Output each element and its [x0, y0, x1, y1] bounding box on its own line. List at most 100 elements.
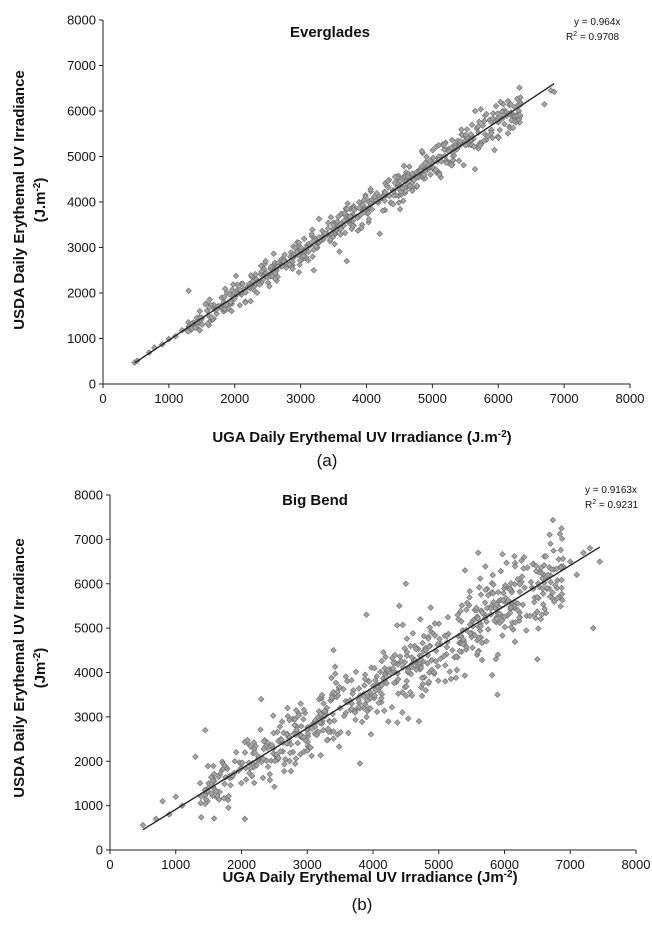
- data-point: [434, 663, 442, 670]
- data-point: [375, 699, 382, 707]
- data-point: [489, 134, 496, 142]
- data-point: [554, 594, 561, 602]
- data-point: [330, 728, 337, 735]
- data-point: [210, 762, 217, 770]
- data-point: [373, 708, 381, 715]
- data-point: [557, 546, 564, 554]
- y-tick-label: 5000: [74, 621, 103, 636]
- y-axis-label-line1: USDA Daily Erythemal UV Irradiance: [11, 538, 28, 798]
- data-point: [327, 213, 335, 221]
- r-squared-label: R2 = 0.9231: [585, 499, 639, 511]
- data-point: [196, 307, 204, 315]
- data-point: [406, 163, 413, 170]
- data-point: [294, 739, 301, 747]
- data-point: [539, 601, 547, 608]
- data-point: [471, 631, 478, 639]
- data-point: [360, 693, 368, 700]
- data-point: [323, 737, 331, 744]
- data-point: [355, 198, 363, 206]
- data-point: [488, 671, 496, 679]
- data-point: [399, 621, 407, 629]
- data-point: [539, 590, 547, 597]
- data-point: [500, 589, 507, 597]
- data-point: [443, 632, 451, 640]
- data-point: [349, 222, 357, 230]
- data-point: [462, 131, 469, 139]
- data-point: [352, 716, 359, 723]
- data-point: [514, 600, 522, 607]
- data-point: [408, 663, 416, 671]
- data-point: [494, 691, 501, 699]
- data-point: [468, 121, 476, 129]
- data-point: [429, 147, 436, 154]
- data-point: [389, 664, 397, 672]
- data-point: [435, 677, 442, 684]
- x-axis-label: UGA Daily Erythemal UV Irradiance (J.m-2…: [212, 429, 511, 446]
- data-point: [406, 182, 414, 190]
- data-point: [471, 107, 479, 115]
- x-tick-label: 1000: [154, 391, 183, 406]
- data-point: [358, 224, 365, 232]
- data-point: [532, 562, 540, 570]
- data-point: [427, 604, 434, 611]
- data-point: [197, 813, 205, 821]
- data-point: [284, 704, 291, 712]
- data-point: [455, 157, 463, 165]
- data-point: [552, 581, 559, 589]
- data-point: [264, 763, 272, 771]
- data-point: [518, 557, 525, 564]
- x-tick-label: 0: [106, 857, 113, 872]
- data-point: [590, 624, 597, 632]
- data-point: [343, 257, 350, 265]
- data-point: [310, 267, 318, 274]
- data-point: [372, 687, 379, 694]
- data-point: [473, 604, 480, 612]
- data-point: [384, 177, 392, 185]
- data-point: [221, 293, 228, 301]
- data-point: [508, 116, 515, 124]
- data-point: [309, 226, 316, 233]
- scatter-panel-a: Everglades y = 0.964x R2 = 0.9708 0 1000 2…: [11, 13, 644, 471]
- data-point: [276, 723, 284, 730]
- data-point: [244, 736, 251, 744]
- data-point: [449, 157, 457, 164]
- data-point: [260, 755, 267, 762]
- y-tick-label: 0: [89, 377, 96, 392]
- data-point: [505, 597, 512, 604]
- data-point: [400, 162, 408, 170]
- plot-area: [102, 20, 630, 385]
- data-point: [580, 549, 587, 556]
- data-point: [426, 157, 434, 165]
- data-point: [520, 565, 527, 572]
- data-point: [295, 269, 303, 276]
- data-point: [596, 558, 604, 565]
- data-point: [415, 718, 423, 725]
- data-point: [262, 257, 269, 265]
- data-point: [533, 608, 541, 615]
- data-point: [371, 692, 379, 699]
- data-point: [511, 559, 519, 567]
- data-point: [328, 694, 335, 701]
- data-point: [435, 620, 443, 627]
- data-point: [334, 692, 342, 699]
- data-point: [397, 177, 404, 185]
- y-tick-label: 4000: [67, 195, 96, 210]
- data-point: [432, 657, 439, 665]
- data-point: [220, 298, 228, 306]
- data-point: [270, 250, 277, 258]
- data-point: [511, 638, 519, 646]
- data-point: [487, 605, 495, 612]
- data-point: [239, 759, 246, 766]
- x-tick-label: 4000: [359, 857, 388, 872]
- data-point: [253, 289, 261, 297]
- data-point: [225, 792, 232, 800]
- data-point: [308, 752, 315, 760]
- data-point: [474, 549, 482, 556]
- data-point: [329, 233, 337, 241]
- data-point: [324, 725, 332, 732]
- y-tick-label: 1000: [67, 331, 96, 346]
- r-squared-label: R2 = 0.9708: [566, 31, 620, 43]
- data-point: [516, 580, 524, 588]
- data-point: [477, 142, 484, 149]
